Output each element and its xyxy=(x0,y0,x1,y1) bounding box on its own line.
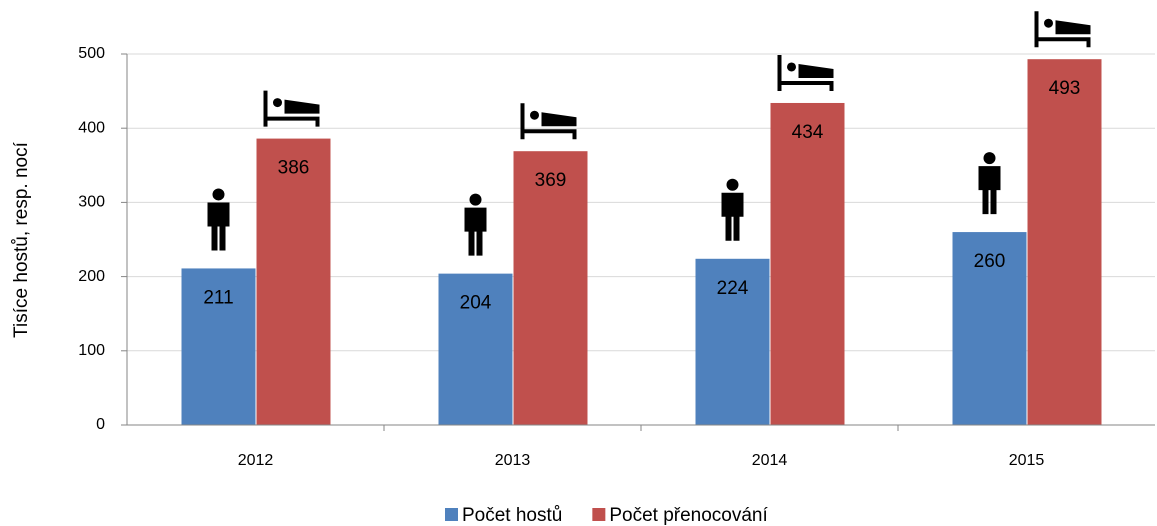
icon-part xyxy=(263,90,320,127)
value-label: 211 xyxy=(203,287,233,308)
person-icon xyxy=(207,188,230,251)
person-icon xyxy=(721,178,744,241)
icon-part xyxy=(530,110,539,120)
value-label: 434 xyxy=(792,122,824,143)
icon-part xyxy=(1034,11,1091,48)
person-icon xyxy=(978,152,1001,215)
icon-part xyxy=(978,166,1001,215)
bed-icon xyxy=(520,103,577,140)
x-tick-label: 2012 xyxy=(238,452,274,469)
value-label: 386 xyxy=(278,158,310,179)
icon-part xyxy=(520,103,577,140)
bar xyxy=(181,268,256,425)
icon-part xyxy=(541,112,577,127)
icon-part xyxy=(284,99,320,114)
x-tick-label: 2014 xyxy=(752,452,788,469)
icon-part xyxy=(273,98,282,108)
legend-swatch xyxy=(592,508,606,521)
icon-part xyxy=(1055,20,1091,35)
icon-part xyxy=(469,193,482,206)
bed-icon xyxy=(777,54,834,91)
value-label: 260 xyxy=(974,251,1006,272)
y-tick-label: 300 xyxy=(78,194,105,211)
y-tick-label: 100 xyxy=(78,342,105,359)
bar xyxy=(256,138,331,425)
value-label: 224 xyxy=(717,278,749,299)
y-tick-label: 0 xyxy=(96,416,105,433)
bar xyxy=(770,102,845,426)
bar xyxy=(952,232,1027,425)
bar xyxy=(513,151,588,425)
icon-part xyxy=(207,202,230,251)
icon-part xyxy=(212,188,225,201)
value-label: 369 xyxy=(535,170,567,191)
y-tick-label: 200 xyxy=(78,268,105,285)
bed-icon xyxy=(263,90,320,127)
y-tick-label: 400 xyxy=(78,119,105,136)
bar xyxy=(438,273,513,425)
bar xyxy=(695,258,770,425)
legend-label: Počet přenocování xyxy=(609,505,768,526)
icon-part xyxy=(1044,18,1053,28)
icon-part xyxy=(777,54,834,91)
bed-icon xyxy=(1034,11,1091,48)
y-axis-title: Tisíce hostů, resp. nocí xyxy=(11,141,32,337)
icon-part xyxy=(726,178,739,191)
legend-label: Počet hostů xyxy=(462,505,562,526)
icon-part xyxy=(798,63,834,78)
person-icon xyxy=(464,193,487,256)
legend-swatch xyxy=(445,508,458,521)
icon-part xyxy=(983,152,996,165)
value-label: 204 xyxy=(460,293,492,314)
x-tick-label: 2013 xyxy=(495,452,531,469)
x-tick-label: 2015 xyxy=(1009,452,1045,469)
icon-part xyxy=(721,192,744,241)
icon-part xyxy=(464,207,487,256)
y-tick-label: 500 xyxy=(78,45,105,62)
value-label: 493 xyxy=(1049,78,1081,99)
bar xyxy=(1027,59,1102,425)
icon-part xyxy=(787,62,796,72)
